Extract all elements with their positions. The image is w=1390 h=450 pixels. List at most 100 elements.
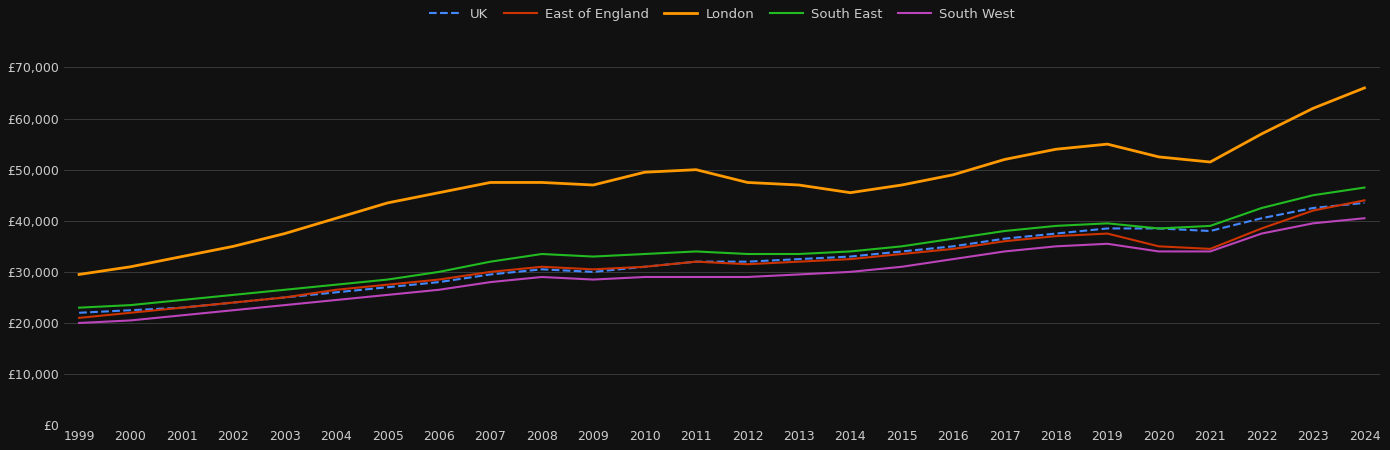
East of England (945, 246, 962, 252)
East of England (1305, 208, 1322, 213)
UK (1099, 226, 1116, 231)
UK (1151, 226, 1168, 231)
East of England (1254, 226, 1270, 231)
East of England (1151, 243, 1168, 249)
UK (379, 284, 396, 290)
South West (842, 269, 859, 274)
UK (945, 243, 962, 249)
South West (637, 274, 653, 280)
London (842, 190, 859, 195)
UK (1305, 205, 1322, 211)
South East (122, 302, 139, 308)
South West (71, 320, 88, 326)
South East (328, 282, 345, 288)
South West (1305, 220, 1322, 226)
UK (174, 305, 190, 310)
UK (894, 249, 910, 254)
London (1048, 147, 1065, 152)
South West (894, 264, 910, 270)
East of England (1099, 231, 1116, 236)
South East (791, 251, 808, 256)
South East (637, 251, 653, 256)
Line: South West: South West (79, 218, 1365, 323)
South East (534, 251, 550, 256)
London (637, 170, 653, 175)
UK (1048, 231, 1065, 236)
UK (585, 269, 602, 274)
South East (1357, 185, 1373, 190)
London (585, 182, 602, 188)
East of England (431, 277, 448, 282)
London (482, 180, 499, 185)
London (1357, 85, 1373, 90)
London (225, 243, 242, 249)
UK (1202, 228, 1219, 234)
UK (688, 259, 705, 264)
South West (739, 274, 756, 280)
UK (122, 307, 139, 313)
UK (71, 310, 88, 315)
South East (1254, 205, 1270, 211)
London (379, 200, 396, 206)
South West (688, 274, 705, 280)
South East (174, 297, 190, 303)
East of England (637, 264, 653, 270)
London (791, 182, 808, 188)
London (534, 180, 550, 185)
South West (482, 279, 499, 285)
UK (482, 272, 499, 277)
South East (71, 305, 88, 310)
South West (174, 313, 190, 318)
London (1254, 131, 1270, 137)
South East (739, 251, 756, 256)
South West (945, 256, 962, 262)
UK (637, 264, 653, 270)
London (431, 190, 448, 195)
London (688, 167, 705, 172)
UK (225, 300, 242, 305)
South West (534, 274, 550, 280)
UK (534, 267, 550, 272)
London (174, 254, 190, 259)
South East (1048, 223, 1065, 229)
East of England (1048, 234, 1065, 239)
South East (1099, 220, 1116, 226)
London (1202, 159, 1219, 165)
East of England (277, 295, 293, 300)
UK (791, 256, 808, 262)
UK (997, 236, 1013, 241)
Legend: UK, East of England, London, South East, South West: UK, East of England, London, South East,… (424, 3, 1020, 26)
East of England (1202, 246, 1219, 252)
South East (277, 287, 293, 292)
UK (431, 279, 448, 285)
London (1099, 141, 1116, 147)
South West (791, 272, 808, 277)
South West (379, 292, 396, 297)
South West (1048, 243, 1065, 249)
South East (1305, 193, 1322, 198)
London (945, 172, 962, 177)
Line: South East: South East (79, 188, 1365, 308)
South West (277, 302, 293, 308)
London (1305, 106, 1322, 111)
South East (1202, 223, 1219, 229)
East of England (688, 259, 705, 264)
South East (585, 254, 602, 259)
Line: East of England: East of England (79, 200, 1365, 318)
East of England (482, 269, 499, 274)
South West (122, 318, 139, 323)
East of England (585, 267, 602, 272)
UK (842, 254, 859, 259)
London (1151, 154, 1168, 160)
East of England (739, 261, 756, 267)
South West (225, 307, 242, 313)
London (277, 231, 293, 236)
East of England (534, 264, 550, 270)
London (739, 180, 756, 185)
London (122, 264, 139, 270)
South West (585, 277, 602, 282)
Line: UK: UK (79, 203, 1365, 313)
East of England (1357, 198, 1373, 203)
South West (328, 297, 345, 303)
East of England (791, 259, 808, 264)
